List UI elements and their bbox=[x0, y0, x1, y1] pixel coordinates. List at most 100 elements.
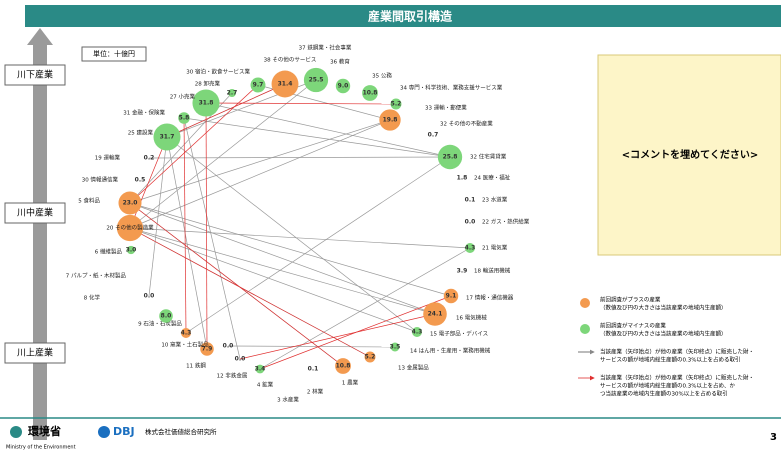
node-value: 8.0 bbox=[161, 313, 172, 320]
edge bbox=[181, 117, 187, 334]
node-value: 4.3 bbox=[412, 329, 423, 336]
node-label: 2 林業 bbox=[307, 388, 324, 396]
edge bbox=[129, 227, 471, 250]
node-label: 18 輸送用機械 bbox=[474, 267, 511, 275]
comment: <コメントを埋めてください> bbox=[622, 148, 758, 161]
node-circle bbox=[200, 342, 214, 356]
edge bbox=[129, 84, 259, 204]
node-value: 25.5 bbox=[309, 77, 324, 84]
edge bbox=[182, 117, 241, 360]
edge bbox=[148, 154, 451, 160]
node-value: 10.8 bbox=[336, 363, 351, 370]
node-label: 38 その他のサービス bbox=[264, 56, 317, 64]
side-box bbox=[4, 342, 66, 364]
dbj: DBJ bbox=[113, 425, 135, 438]
page-number: 3 bbox=[770, 432, 777, 443]
edge bbox=[183, 117, 451, 159]
unit-box bbox=[81, 46, 147, 62]
node-circle bbox=[335, 358, 351, 374]
edge bbox=[205, 102, 451, 159]
legend-text: 当該産業（矢印始点）が他の産業（矢印終点）に販売した財・ bbox=[600, 374, 754, 382]
node-label: 14 はん用・生産用・業務用機械 bbox=[410, 347, 491, 355]
edge bbox=[129, 119, 391, 229]
nodes: 25.5 38 その他のサービス 9.0 36 教育 10.8 35 公務 5.2 34 専門… bbox=[66, 44, 530, 404]
edge bbox=[259, 247, 471, 370]
edge bbox=[129, 202, 436, 315]
edge bbox=[129, 202, 344, 367]
edge bbox=[148, 136, 169, 297]
logo bbox=[98, 426, 110, 438]
edge bbox=[166, 83, 286, 138]
node-label: 21 電気業 bbox=[482, 244, 508, 252]
node-label: 24 医療・福祉 bbox=[474, 174, 511, 182]
node-value: 3.5 bbox=[390, 344, 401, 351]
node-value: 3.4 bbox=[255, 366, 266, 373]
side-label: 川下産業 bbox=[17, 69, 53, 81]
node-circle bbox=[364, 351, 376, 363]
legend-text: 前回調査がプラスの産業 bbox=[600, 296, 661, 304]
node-circle bbox=[178, 112, 190, 124]
node-value: 0.7 bbox=[428, 132, 439, 139]
legend: 前回調査がプラスの産業（数値及び円の大きさは当該産業の地域内生産額）前回調査がマ… bbox=[578, 296, 754, 398]
node-label: 27 小売業 bbox=[170, 93, 196, 101]
node-value: 10.8 bbox=[363, 90, 378, 97]
side-label: 川上産業 bbox=[17, 347, 53, 359]
ministry: 環境省 bbox=[28, 424, 61, 438]
node-label: 9 石油・石炭製品 bbox=[138, 320, 182, 328]
node-value: 0.0 bbox=[223, 343, 234, 350]
legend-text: サービスの額が地域内総生産額の0.3%以上を占め、か bbox=[600, 382, 735, 390]
node-label: 30 情報通信業 bbox=[82, 176, 119, 184]
edge bbox=[185, 156, 451, 334]
edge bbox=[227, 344, 396, 350]
node-value: 25.8 bbox=[443, 154, 458, 161]
node-value: 1.8 bbox=[457, 175, 468, 182]
edge bbox=[129, 227, 371, 358]
node-value: 19.8 bbox=[383, 117, 398, 124]
node-label: 22 ガス・熱供給業 bbox=[482, 218, 530, 226]
node-label: 8 化学 bbox=[84, 294, 101, 302]
node-circle bbox=[412, 327, 422, 337]
legend-text: 当該産業（矢印始点）が他の産業（矢印終点）に販売した財・ bbox=[600, 348, 754, 356]
node-value: 24.1 bbox=[428, 311, 443, 318]
node-circle bbox=[303, 67, 329, 93]
logo bbox=[10, 426, 22, 438]
legend-swatch bbox=[580, 324, 590, 334]
edge bbox=[165, 136, 208, 350]
node-label: 32 住宅賃貸業 bbox=[470, 153, 507, 161]
legend-text: （数値及び円の大きさは当該産業の地域内生産額） bbox=[600, 330, 727, 338]
node-circle bbox=[228, 89, 236, 97]
node-value: 31.8 bbox=[199, 100, 214, 107]
node-label: 6 繊維製品 bbox=[95, 248, 123, 256]
node-label: 11 鉄鋼 bbox=[186, 362, 206, 370]
node-value: 0.0 bbox=[465, 219, 476, 226]
node-value: 4.3 bbox=[181, 330, 192, 337]
node-circle bbox=[465, 243, 475, 253]
side-label: 川中産業 bbox=[17, 207, 53, 219]
node-value: 9.1 bbox=[446, 293, 457, 300]
node-label: 20 その他の製造業 bbox=[106, 224, 154, 232]
edge bbox=[129, 227, 418, 333]
node-label: 32 その他の不動産業 bbox=[440, 120, 493, 128]
node-circle bbox=[116, 214, 144, 242]
node-label: 12 非鉄金属 bbox=[217, 372, 248, 380]
node-circle bbox=[390, 98, 402, 110]
header-bar bbox=[25, 5, 781, 27]
node-circle bbox=[126, 245, 136, 255]
node-value: 0.5 bbox=[135, 177, 146, 184]
comment-box bbox=[597, 54, 781, 256]
node-label: 5 食料品 bbox=[78, 197, 100, 205]
node-label: 7 パルプ・紙・木材製品 bbox=[66, 272, 127, 280]
legend-text: つ当該産業の地域内生産額の30%以上を占める取引 bbox=[600, 390, 728, 398]
ministry-en: Ministry of the Environment bbox=[6, 445, 76, 451]
node-label: 1 農業 bbox=[342, 379, 359, 387]
legend-text: （数値及び円の大きさは当該産業の地域内生産額） bbox=[600, 304, 727, 312]
edge bbox=[239, 312, 436, 360]
edge bbox=[129, 136, 168, 229]
node-label: 30 宿泊・飲食サービス業 bbox=[186, 68, 250, 76]
node-circle bbox=[153, 123, 181, 151]
node-value: 5.8 bbox=[179, 115, 190, 122]
node-value: 23.0 bbox=[123, 200, 138, 207]
node-value: 5.2 bbox=[365, 354, 376, 361]
node-value: 0.2 bbox=[144, 155, 155, 162]
